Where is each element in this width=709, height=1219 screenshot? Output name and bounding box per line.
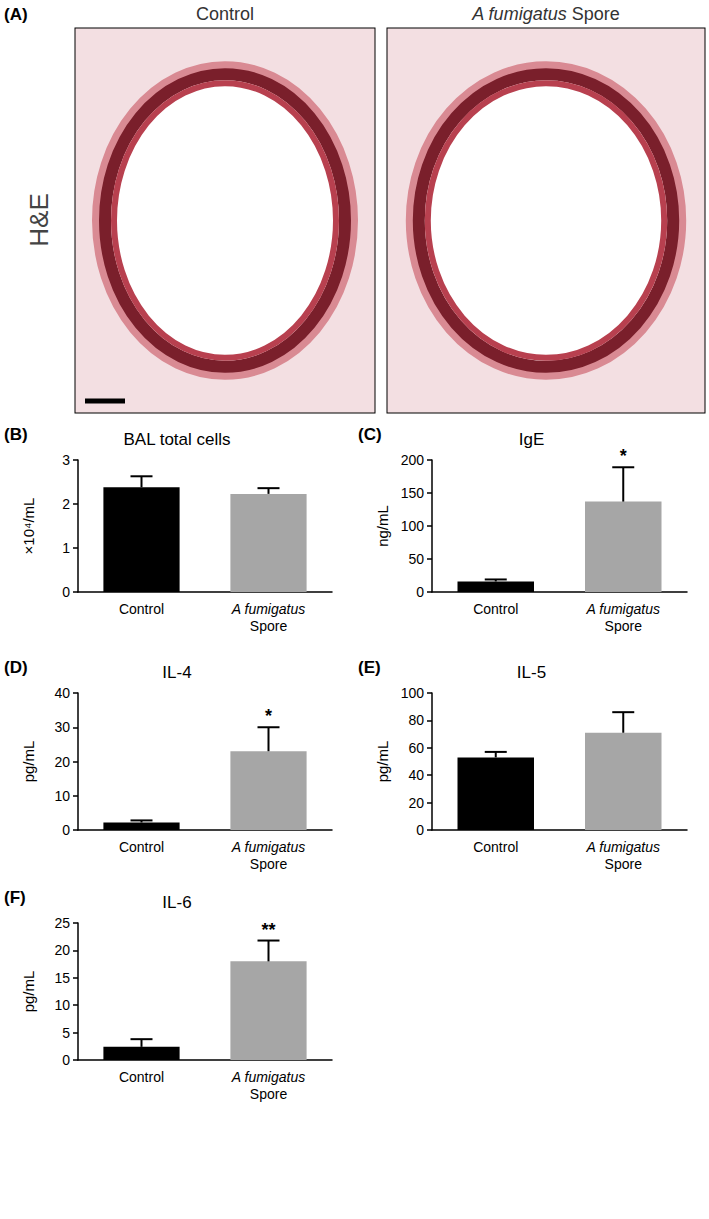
svg-text:IL-6: IL-6 <box>162 893 191 912</box>
svg-text:60: 60 <box>408 740 424 756</box>
svg-text:ng/mL: ng/mL <box>374 505 391 547</box>
svg-text:0: 0 <box>416 822 424 838</box>
svg-text:1: 1 <box>62 540 70 556</box>
svg-text:Control: Control <box>119 839 164 855</box>
svg-text:**: ** <box>261 920 275 940</box>
svg-text:pg/mL: pg/mL <box>20 971 37 1013</box>
svg-text:IL-4: IL-4 <box>162 663 191 682</box>
svg-text:A fumigatus: A fumigatus <box>231 601 305 617</box>
svg-text:A fumigatus: A fumigatus <box>586 601 660 617</box>
svg-text:Spore: Spore <box>605 618 643 634</box>
svg-text:H&E: H&E <box>24 193 54 246</box>
svg-text:×10⁴/mL: ×10⁴/mL <box>20 498 37 555</box>
svg-text:0: 0 <box>416 584 424 600</box>
svg-text:30: 30 <box>54 719 70 735</box>
svg-text:Spore: Spore <box>250 1086 288 1102</box>
svg-text:3: 3 <box>62 452 70 468</box>
svg-text:(B): (B) <box>4 425 28 444</box>
svg-text:A fumigatus: A fumigatus <box>231 1069 305 1085</box>
svg-text:Control: Control <box>119 1069 164 1085</box>
svg-text:Control: Control <box>473 839 518 855</box>
svg-text:IgE: IgE <box>519 430 545 449</box>
svg-text:0: 0 <box>62 584 70 600</box>
svg-text:0: 0 <box>62 1052 70 1068</box>
svg-text:(D): (D) <box>4 658 28 677</box>
svg-text:2: 2 <box>62 496 70 512</box>
svg-text:100: 100 <box>401 685 425 701</box>
svg-text:Control: Control <box>119 601 164 617</box>
svg-text:Spore: Spore <box>250 618 288 634</box>
svg-text:40: 40 <box>408 767 424 783</box>
svg-text:*: * <box>620 446 627 466</box>
svg-text:100: 100 <box>401 518 425 534</box>
svg-text:*: * <box>265 706 272 726</box>
svg-text:A fumigatus: A fumigatus <box>231 839 305 855</box>
svg-text:Spore: Spore <box>250 856 288 872</box>
svg-text:Control: Control <box>473 601 518 617</box>
svg-text:Control: Control <box>196 4 254 24</box>
svg-text:pg/mL: pg/mL <box>20 741 37 783</box>
svg-text:20: 20 <box>54 942 70 958</box>
svg-text:50: 50 <box>408 551 424 567</box>
svg-text:150: 150 <box>401 485 425 501</box>
svg-text:Spore: Spore <box>605 856 643 872</box>
svg-text:(F): (F) <box>4 888 26 907</box>
svg-text:BAL total cells: BAL total cells <box>123 430 230 449</box>
svg-text:25: 25 <box>54 915 70 931</box>
svg-text:20: 20 <box>408 795 424 811</box>
svg-text:40: 40 <box>54 685 70 701</box>
svg-text:80: 80 <box>408 712 424 728</box>
svg-text:IL-5: IL-5 <box>517 663 546 682</box>
svg-text:15: 15 <box>54 970 70 986</box>
svg-text:pg/mL: pg/mL <box>374 741 391 783</box>
svg-text:20: 20 <box>54 754 70 770</box>
svg-text:10: 10 <box>54 788 70 804</box>
svg-text:(A): (A) <box>4 5 28 24</box>
svg-text:200: 200 <box>401 452 425 468</box>
svg-text:0: 0 <box>62 822 70 838</box>
svg-text:(E): (E) <box>358 658 381 677</box>
svg-text:A fumigatus: A fumigatus <box>586 839 660 855</box>
svg-text:A fumigatus Spore: A fumigatus Spore <box>471 4 619 24</box>
svg-text:5: 5 <box>62 1025 70 1041</box>
svg-text:(C): (C) <box>358 425 382 444</box>
svg-text:10: 10 <box>54 997 70 1013</box>
